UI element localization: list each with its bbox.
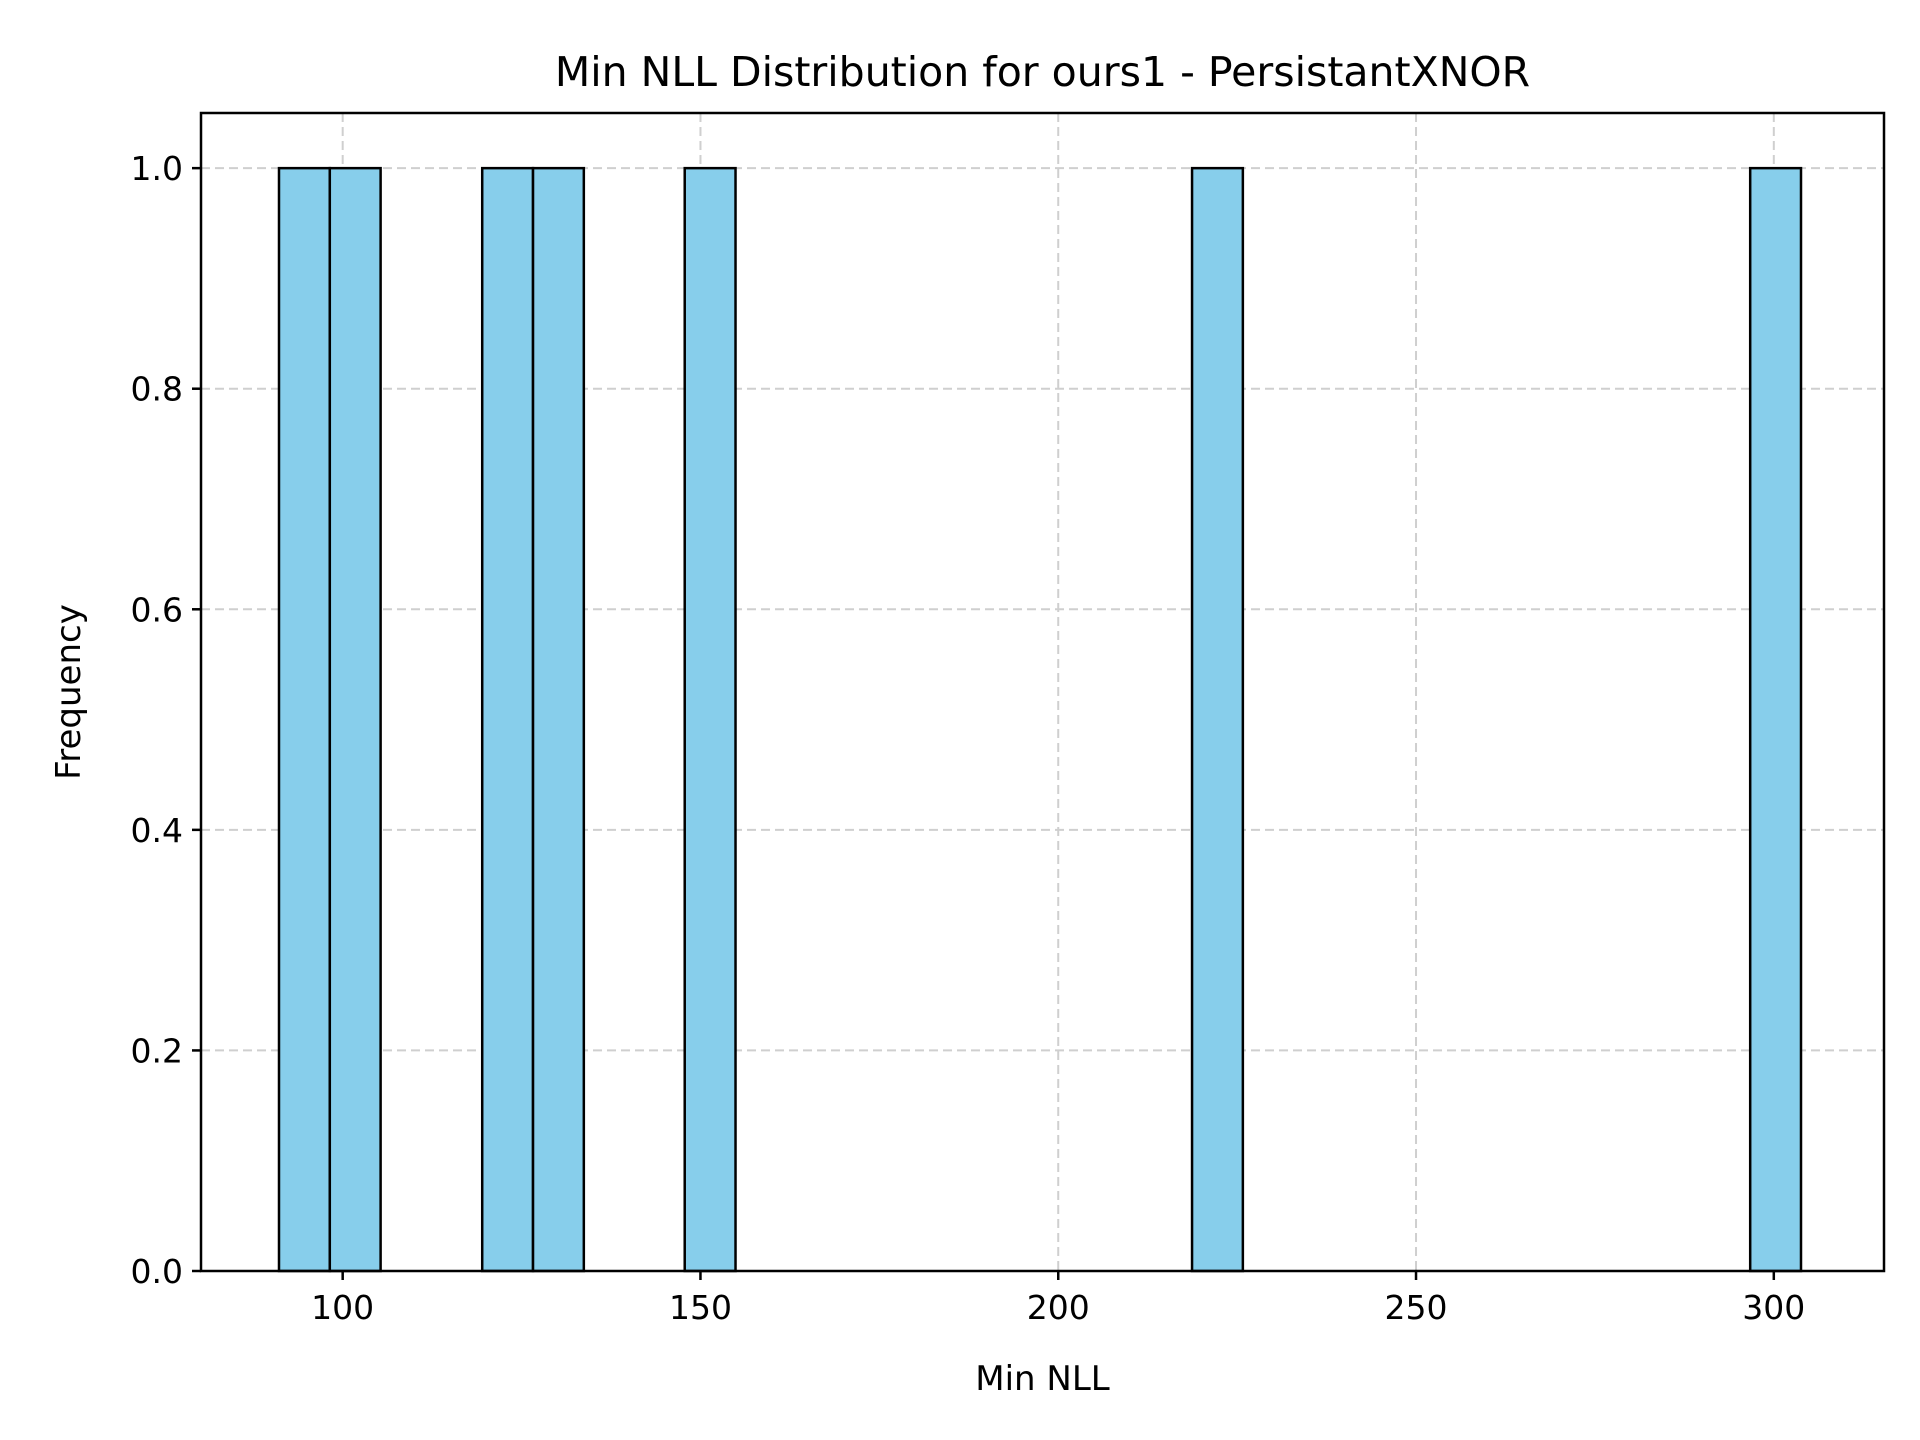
histogram-bar — [277, 166, 332, 1273]
histogram-bar — [480, 166, 535, 1273]
histogram-bar — [328, 166, 382, 1273]
x-tick-label: 300 — [1742, 1288, 1805, 1327]
histogram-bar — [531, 166, 586, 1273]
axis-ticks: 100 150 200 250 300 0.0 0.2 0.4 0.6 0.8 1.0 — [131, 149, 1806, 1327]
x-tick-label: 250 — [1385, 1288, 1448, 1327]
y-tick-label: 0.0 — [131, 1252, 183, 1291]
histogram-bar — [1190, 166, 1245, 1273]
x-tick-label: 150 — [669, 1288, 732, 1327]
y-tick-label: 0.8 — [131, 370, 183, 409]
y-tick-label: 1.0 — [131, 149, 183, 188]
x-axis-label: Min NLL — [975, 1359, 1110, 1399]
histogram-bar — [683, 166, 737, 1273]
plot-area-frame — [199, 111, 1886, 1273]
y-axis-label: Frequency — [49, 604, 89, 780]
x-tick-label: 100 — [311, 1288, 374, 1327]
histogram-bars — [277, 166, 1803, 1273]
histogram-bar — [1748, 166, 1803, 1273]
y-tick-label: 0.6 — [131, 590, 183, 629]
y-tick-label: 0.4 — [131, 811, 183, 850]
x-tick-label: 200 — [1027, 1288, 1090, 1327]
chart-title: Min NLL Distribution for ours1 - Persist… — [555, 48, 1530, 96]
y-tick-label: 0.2 — [131, 1031, 183, 1070]
